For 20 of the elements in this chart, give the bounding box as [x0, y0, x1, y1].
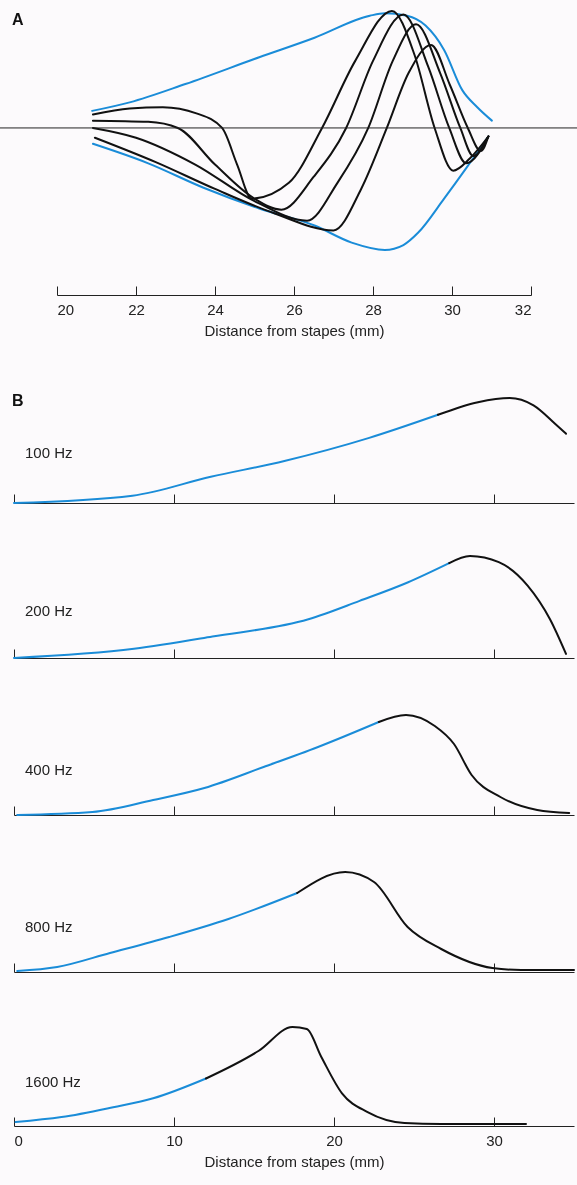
annotation: 100 Hz: [25, 444, 73, 461]
annotation: 1600 Hz: [25, 1073, 81, 1090]
x-tick-label: 10: [166, 1131, 183, 1149]
x-tick-label: 20: [57, 300, 75, 318]
x-tick-label: 22: [128, 300, 145, 318]
x-tick-label: 0: [14, 1131, 23, 1149]
x-tick-label: 30: [486, 1131, 503, 1149]
x-tick-label: 30: [444, 300, 461, 318]
annotation: 200 Hz: [25, 602, 73, 619]
x-axis-title: Distance from stapes (mm): [204, 321, 385, 339]
x-tick-label: 20: [326, 1131, 343, 1149]
x-tick-label: 24: [207, 300, 224, 318]
x-tick-label: 32: [514, 300, 532, 318]
annotation: 400 Hz: [25, 761, 73, 778]
chart-title: B: [12, 392, 24, 409]
x-tick-label: 28: [365, 300, 382, 318]
x-axis-title: Distance from stapes (mm): [204, 1152, 385, 1170]
chart-title: A: [12, 11, 24, 28]
annotation: 800 Hz: [25, 918, 73, 935]
x-tick-label: 26: [286, 300, 303, 318]
